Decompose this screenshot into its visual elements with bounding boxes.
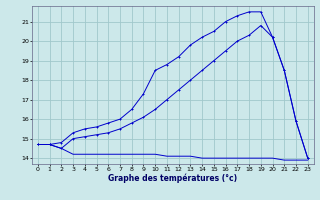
X-axis label: Graphe des températures (°c): Graphe des températures (°c): [108, 173, 237, 183]
